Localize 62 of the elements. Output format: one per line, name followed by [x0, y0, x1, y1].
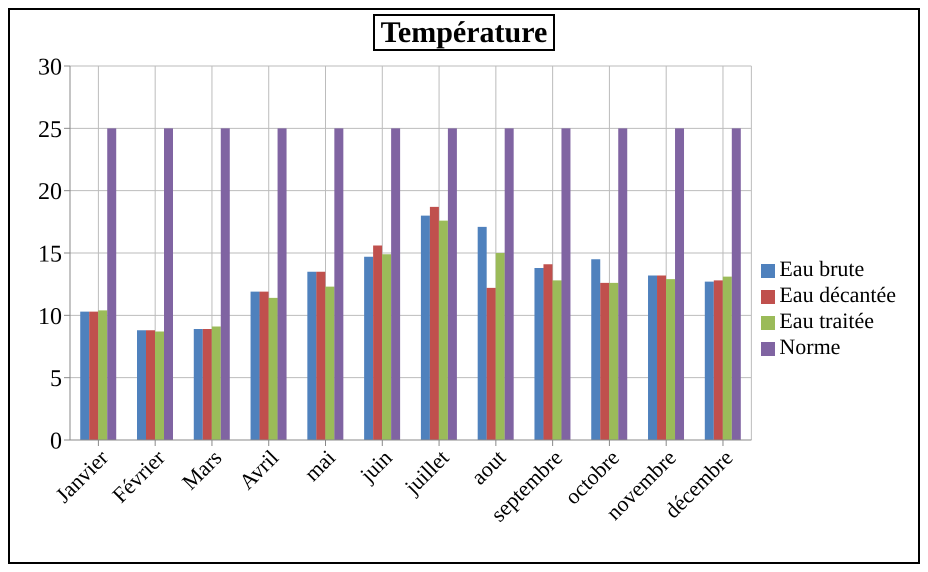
bar [364, 256, 374, 440]
bar [268, 298, 278, 440]
bar [438, 220, 448, 440]
bar [220, 128, 230, 440]
bar [212, 326, 221, 440]
legend-label: Eau décantée [779, 282, 896, 307]
bar [107, 128, 116, 440]
bar [334, 128, 344, 440]
bar [278, 128, 287, 440]
y-tick-label: 5 [50, 366, 62, 392]
bar [666, 279, 676, 440]
bar [552, 280, 562, 440]
y-tick-label: 15 [38, 242, 62, 268]
y-tick-label: 0 [50, 428, 62, 455]
bar [722, 276, 732, 440]
x-tick-label: mai [299, 444, 340, 486]
legend-label: Eau traitée [779, 308, 874, 333]
bar [420, 216, 430, 440]
bar [704, 282, 714, 440]
y-tick-label: 25 [38, 116, 62, 143]
bar [250, 292, 260, 440]
bar [164, 128, 173, 440]
bar [448, 128, 457, 440]
bar [618, 128, 628, 440]
bar [591, 259, 600, 440]
bar [373, 246, 382, 440]
bar [202, 329, 212, 440]
bar [325, 286, 334, 440]
bar [89, 312, 98, 440]
bar [504, 128, 514, 440]
bar [146, 330, 155, 440]
bar [316, 272, 326, 440]
bar [382, 254, 392, 440]
chart-title: Température [372, 14, 556, 51]
bar [478, 226, 487, 440]
bar [561, 128, 570, 440]
bar [486, 288, 496, 440]
y-tick-label: 20 [38, 179, 62, 206]
bar [98, 310, 108, 440]
bar [137, 330, 146, 440]
bar [609, 282, 618, 440]
bar [194, 329, 203, 440]
bar [155, 332, 164, 440]
bar [732, 128, 741, 440]
bar [534, 268, 544, 440]
bar [430, 206, 439, 440]
bar [260, 292, 269, 440]
bar [675, 128, 684, 440]
bar [714, 280, 723, 440]
legend-label: Eau brute [779, 256, 864, 281]
y-tick-label: 10 [38, 304, 62, 330]
bar [80, 312, 90, 440]
y-tick-label: 30 [38, 54, 62, 81]
bar [496, 253, 505, 440]
bar [600, 282, 610, 440]
bar [657, 275, 666, 440]
x-tick-label: juin [354, 444, 397, 488]
bar [307, 272, 316, 440]
legend-label: Norme [779, 334, 840, 359]
bar [391, 128, 400, 440]
bar [648, 275, 658, 440]
bar [543, 264, 552, 440]
